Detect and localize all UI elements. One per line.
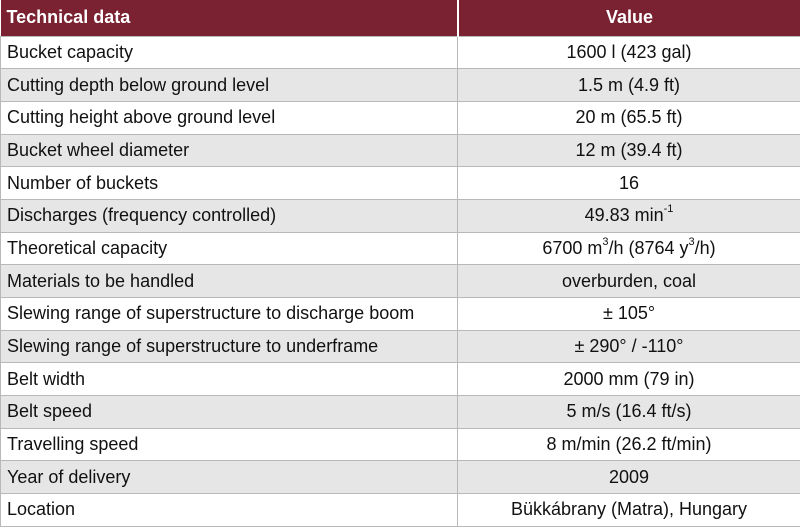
row-value: 2009: [457, 460, 800, 495]
row-value: 49.83 min-1: [457, 198, 800, 233]
header-value: Value: [605, 7, 654, 28]
table-row: Travelling speed 8 m/min (26.2 ft/min): [0, 427, 800, 462]
table-row: Discharges (frequency controlled) 49.83 …: [0, 198, 800, 233]
row-label: Bucket wheel diameter: [0, 133, 458, 168]
row-label: Number of buckets: [0, 166, 458, 200]
row-label: Belt width: [0, 362, 458, 397]
table-row: Bucket wheel diameter 12 m (39.4 ft): [0, 133, 800, 168]
value-text: /h (8764 y: [608, 237, 689, 258]
row-value: 1600 l (423 gal): [457, 35, 800, 70]
row-label: Travelling speed: [0, 427, 458, 462]
row-value: 1.5 m (4.9 ft): [457, 68, 800, 102]
value-text: 49.83 min: [584, 205, 664, 226]
table-row: Materials to be handled overburden, coal: [0, 264, 800, 298]
table-row: Location Bükkábrany (Matra), Hungary: [0, 493, 800, 527]
row-label: Slewing range of superstructure to disch…: [0, 297, 458, 331]
row-label: Materials to be handled: [0, 264, 458, 298]
row-label: Year of delivery: [0, 460, 458, 495]
table-row: Slewing range of superstructure to disch…: [0, 297, 800, 331]
row-value: 5 m/s (16.4 ft/s): [457, 395, 800, 429]
row-label: Cutting height above ground level: [0, 100, 458, 135]
row-value: 2000 mm (79 in): [457, 362, 800, 397]
row-label: Slewing range of superstructure to under…: [0, 329, 458, 364]
value-text: 6700 m: [542, 237, 603, 258]
row-label: Theoretical capacity: [0, 231, 458, 266]
table-row: Year of delivery 2009: [0, 460, 800, 495]
row-label: Cutting depth below ground level: [0, 68, 458, 102]
table-header-row: Technical data Value: [0, 0, 800, 36]
row-value: ± 290° / -110°: [457, 329, 800, 364]
table-row: Number of buckets 16: [0, 166, 800, 200]
row-value: 6700 m3/h (8764 y3/h): [457, 231, 800, 266]
row-value: ± 105°: [457, 297, 800, 331]
row-value: Bükkábrany (Matra), Hungary: [457, 493, 800, 527]
superscript: -1: [663, 203, 674, 216]
table-row: Belt width 2000 mm (79 in): [0, 362, 800, 397]
row-label: Location: [0, 493, 458, 527]
row-value: overburden, coal: [457, 264, 800, 298]
superscript: 3: [688, 235, 695, 248]
table-row: Slewing range of superstructure to under…: [0, 329, 800, 364]
table-row: Theoretical capacity 6700 m3/h (8764 y3/…: [0, 231, 800, 266]
row-value: 8 m/min (26.2 ft/min): [457, 427, 800, 462]
table-row: Cutting depth below ground level 1.5 m (…: [0, 68, 800, 102]
row-value: 20 m (65.5 ft): [457, 100, 800, 135]
row-value: 16: [457, 166, 800, 200]
row-label: Bucket capacity: [0, 35, 458, 70]
row-value: 12 m (39.4 ft): [457, 133, 800, 168]
superscript: 3: [602, 235, 609, 248]
row-label: Belt speed: [0, 395, 458, 429]
table-row: Belt speed 5 m/s (16.4 ft/s): [0, 395, 800, 429]
header-technical-data: Technical data: [0, 0, 459, 36]
value-text: /h): [694, 237, 716, 258]
table-row: Cutting height above ground level 20 m (…: [0, 100, 800, 135]
table-row: Bucket capacity 1600 l (423 gal): [0, 35, 800, 70]
row-label: Discharges (frequency controlled): [0, 198, 458, 233]
